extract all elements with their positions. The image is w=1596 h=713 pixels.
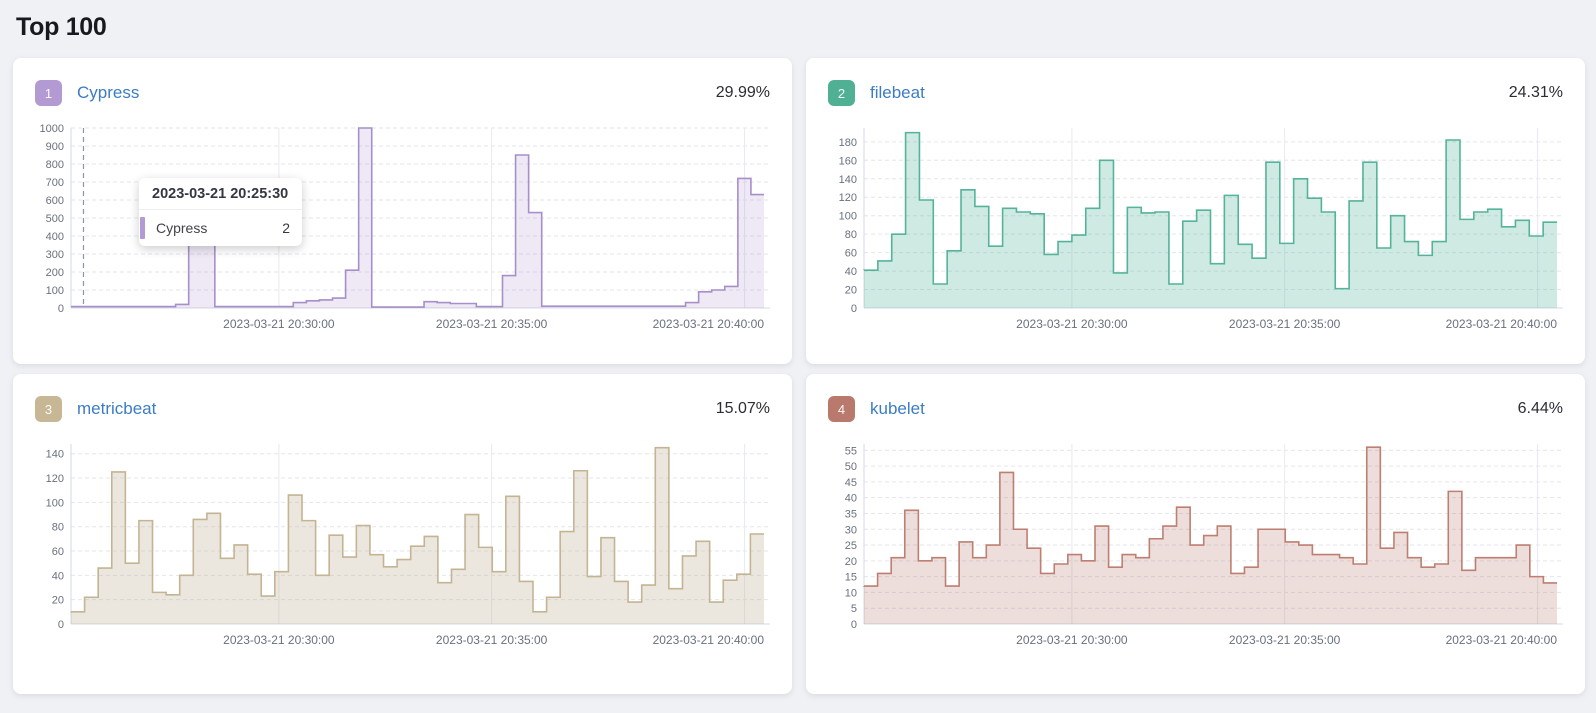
svg-text:140: 140 — [46, 449, 64, 461]
svg-text:80: 80 — [52, 522, 64, 534]
svg-text:20: 20 — [845, 556, 857, 568]
top-charts-grid-row-2: 3 metricbeat 15.07% 0 20 40 60 80 100 120 140 20… — [13, 374, 1585, 694]
chart-card-filebeat: 2 filebeat 24.31% 0 20 40 60 80 100 120 140 160 1… — [806, 58, 1585, 364]
svg-text:40: 40 — [845, 493, 857, 505]
svg-text:2023-03-21 20:35:00: 2023-03-21 20:35:00 — [436, 317, 548, 331]
percentage-value: 15.07% — [715, 400, 770, 417]
tooltip-series-value: 2 — [282, 220, 290, 236]
svg-text:0: 0 — [58, 619, 64, 631]
svg-text:30: 30 — [845, 524, 857, 536]
series-link-cypress[interactable]: Cypress — [77, 83, 140, 102]
rank-badge: 4 — [828, 396, 855, 422]
percentage-value: 6.44% — [1517, 400, 1563, 417]
tooltip-timestamp: 2023-03-21 20:25:30 — [139, 178, 302, 210]
filebeat-chart[interactable]: 0 20 40 60 80 100 120 140 160 180 2023-03-21 20:30… — [826, 122, 1565, 340]
svg-text:200: 200 — [46, 267, 64, 279]
svg-text:2023-03-21 20:30:00: 2023-03-21 20:30:00 — [1016, 633, 1128, 647]
kubelet-chart[interactable]: 0 5 10 15 20 25 30 35 40 45 50 55 2023-03-21 20:30:0… — [826, 438, 1565, 656]
svg-text:60: 60 — [845, 248, 857, 260]
svg-text:2023-03-21 20:40:00: 2023-03-21 20:40:00 — [653, 633, 765, 647]
svg-text:80: 80 — [845, 229, 857, 241]
series-link-metricbeat[interactable]: metricbeat — [77, 399, 157, 418]
svg-text:20: 20 — [845, 285, 857, 297]
svg-text:45: 45 — [845, 477, 857, 489]
cypress-chart[interactable]: 0 100 200 300 400 500 600 700 800 900 1000 2023-03-… — [33, 122, 772, 340]
svg-text:2023-03-21 20:35:00: 2023-03-21 20:35:00 — [1229, 317, 1341, 331]
svg-text:5: 5 — [851, 603, 857, 615]
card-header: 1 Cypress 29.99% — [35, 80, 770, 106]
svg-text:600: 600 — [46, 195, 64, 207]
svg-text:2023-03-21 20:40:00: 2023-03-21 20:40:00 — [1446, 633, 1558, 647]
rank-badge: 1 — [35, 80, 62, 106]
svg-text:2023-03-21 20:40:00: 2023-03-21 20:40:00 — [1446, 317, 1558, 331]
svg-text:120: 120 — [46, 473, 64, 485]
svg-text:20: 20 — [52, 595, 64, 607]
svg-text:900: 900 — [46, 141, 64, 153]
svg-text:50: 50 — [845, 461, 857, 473]
svg-text:0: 0 — [851, 303, 857, 315]
svg-text:2023-03-21 20:30:00: 2023-03-21 20:30:00 — [223, 633, 335, 647]
card-header: 4 kubelet 6.44% — [828, 396, 1563, 422]
svg-text:40: 40 — [52, 570, 64, 582]
svg-text:15: 15 — [845, 572, 857, 584]
svg-text:100: 100 — [46, 497, 64, 509]
chart-card-cypress: 1 Cypress 29.99% 0 100 200 300 400 500 600 700 8… — [13, 58, 792, 364]
percentage-value: 29.99% — [715, 84, 770, 101]
svg-text:700: 700 — [46, 177, 64, 189]
svg-text:1000: 1000 — [40, 123, 64, 135]
svg-text:120: 120 — [839, 192, 857, 204]
svg-text:180: 180 — [839, 137, 857, 149]
svg-text:100: 100 — [46, 285, 64, 297]
tooltip-series-marker — [140, 217, 145, 239]
series-link-filebeat[interactable]: filebeat — [870, 83, 925, 102]
tooltip-series-name: Cypress — [156, 220, 208, 236]
page-title: Top 100 — [16, 13, 107, 41]
chart-card-kubelet: 4 kubelet 6.44% 0 5 10 15 20 25 30 35 40 45 50 55 20… — [806, 374, 1585, 694]
svg-text:2023-03-21 20:40:00: 2023-03-21 20:40:00 — [653, 317, 765, 331]
series-link-kubelet[interactable]: kubelet — [870, 399, 925, 418]
svg-text:2023-03-21 20:30:00: 2023-03-21 20:30:00 — [1016, 317, 1128, 331]
svg-text:500: 500 — [46, 213, 64, 225]
percentage-value: 24.31% — [1508, 84, 1563, 101]
metricbeat-chart[interactable]: 0 20 40 60 80 100 120 140 2023-03-21 20:30:00 202… — [33, 438, 772, 656]
chart-card-metricbeat: 3 metricbeat 15.07% 0 20 40 60 80 100 120 140 20… — [13, 374, 792, 694]
top-charts-grid-row-1: 1 Cypress 29.99% 0 100 200 300 400 500 600 700 8… — [13, 58, 1585, 364]
svg-text:35: 35 — [845, 508, 857, 520]
svg-text:140: 140 — [839, 174, 857, 186]
tooltip-series-row: Cypress 2 — [139, 210, 302, 246]
svg-text:0: 0 — [851, 619, 857, 631]
svg-text:60: 60 — [52, 546, 64, 558]
svg-text:0: 0 — [58, 303, 64, 315]
svg-text:800: 800 — [46, 159, 64, 171]
card-header: 2 filebeat 24.31% — [828, 80, 1563, 106]
svg-text:40: 40 — [845, 266, 857, 278]
svg-text:400: 400 — [46, 231, 64, 243]
svg-text:100: 100 — [839, 211, 857, 223]
svg-text:2023-03-21 20:35:00: 2023-03-21 20:35:00 — [436, 633, 548, 647]
svg-text:2023-03-21 20:35:00: 2023-03-21 20:35:00 — [1229, 633, 1341, 647]
svg-text:300: 300 — [46, 249, 64, 261]
chart-tooltip: 2023-03-21 20:25:30 Cypress 2 — [139, 178, 302, 246]
svg-text:25: 25 — [845, 540, 857, 552]
rank-badge: 2 — [828, 80, 855, 106]
svg-text:2023-03-21 20:30:00: 2023-03-21 20:30:00 — [223, 317, 335, 331]
svg-text:10: 10 — [845, 587, 857, 599]
rank-badge: 3 — [35, 396, 62, 422]
card-header: 3 metricbeat 15.07% — [35, 396, 770, 422]
svg-text:55: 55 — [845, 445, 857, 457]
svg-text:160: 160 — [839, 155, 857, 167]
